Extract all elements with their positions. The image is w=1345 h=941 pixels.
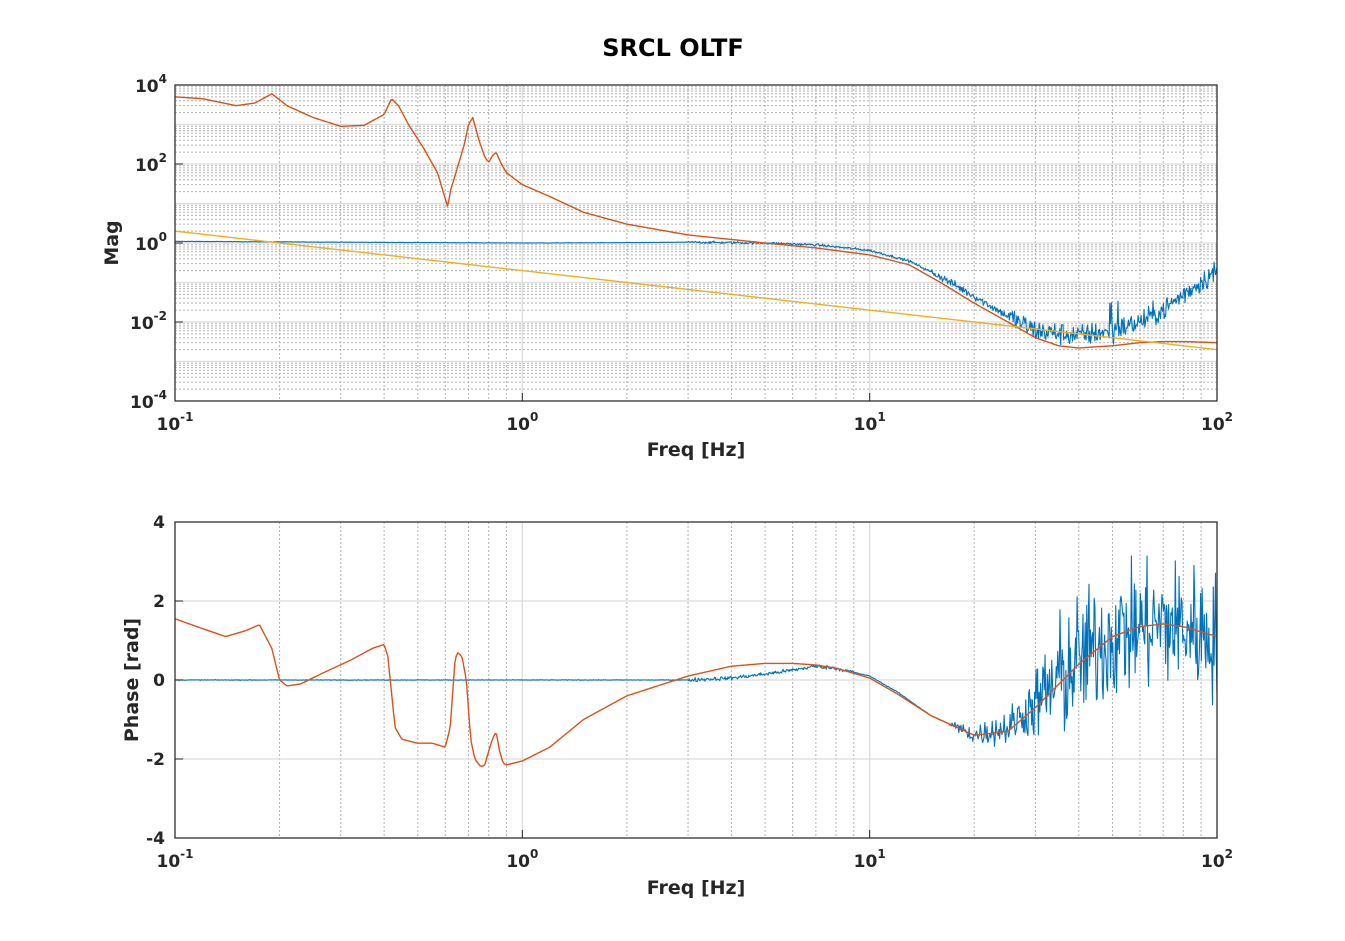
x-tick-label: 102 xyxy=(1201,847,1233,872)
magnitude-x-axis-label: Freq [Hz] xyxy=(647,439,746,461)
phase-y-ticks: 4 2 0 -2 -4 xyxy=(146,513,183,849)
y-tick-label: 104 xyxy=(135,72,167,97)
x-tick-label: 10-1 xyxy=(156,410,193,435)
x-tick-label: 100 xyxy=(506,847,538,872)
y-tick-label: 102 xyxy=(135,151,167,176)
phase-plot: 10-1 100 101 102 4 2 0 -2 -4 Freq [Hz] Phase [r… xyxy=(121,513,1233,899)
series-line-2 xyxy=(175,93,1217,349)
chart-title: SRCL OLTF xyxy=(602,34,744,62)
y-tick-label: 2 xyxy=(153,592,165,612)
series-line-1 xyxy=(175,240,1217,346)
series-line-1 xyxy=(175,555,1217,747)
x-tick-label: 102 xyxy=(1201,410,1233,435)
y-tick-label: 4 xyxy=(153,513,165,533)
x-tick-label: 100 xyxy=(506,410,538,435)
phase-x-ticks: 10-1 100 101 102 xyxy=(156,830,1233,872)
phase-series-group xyxy=(175,555,1217,768)
y-tick-label: -2 xyxy=(146,750,165,770)
y-tick-label: 0 xyxy=(153,671,165,691)
magnitude-plot: 10-1 100 101 102 104 102 100 10-2 10-4 Freq [Hz… xyxy=(101,72,1233,461)
y-tick-label: 100 xyxy=(135,230,167,255)
magnitude-y-axis-label: Mag xyxy=(101,220,123,265)
x-tick-label: 101 xyxy=(854,847,886,872)
y-tick-label: -4 xyxy=(146,829,165,849)
y-tick-label: 10-2 xyxy=(130,309,167,334)
magnitude-y-ticks: 104 102 100 10-2 10-4 xyxy=(130,72,183,413)
x-tick-label: 10-1 xyxy=(156,847,193,872)
y-tick-label: 10-4 xyxy=(130,388,167,413)
phase-y-axis-label: Phase [rad] xyxy=(121,618,143,742)
magnitude-x-ticks: 10-1 100 101 102 xyxy=(156,393,1233,435)
magnitude-series-group xyxy=(175,93,1217,351)
phase-x-axis-label: Freq [Hz] xyxy=(647,877,746,899)
series-line-2 xyxy=(175,618,1217,768)
series-line-3 xyxy=(175,230,1217,351)
x-tick-label: 101 xyxy=(854,410,886,435)
